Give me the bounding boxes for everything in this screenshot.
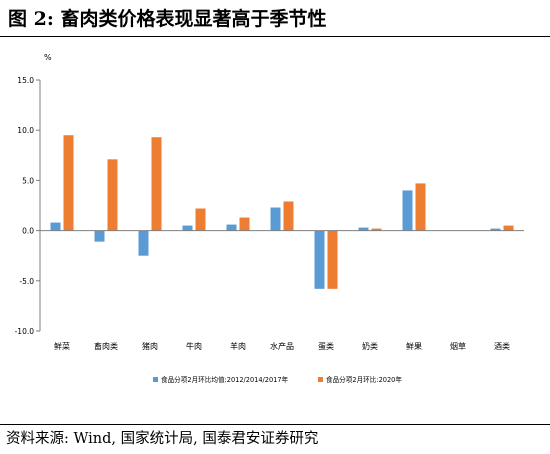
source-divider	[0, 424, 550, 425]
bar-series-b	[107, 159, 118, 231]
y-axis-unit-label: %	[44, 53, 52, 62]
x-category-label: 猪肉	[142, 341, 158, 351]
bar-chart: % 15.0 10.0 5.0 0.0 -5.0 -10.0 鲜菜 畜肉类 猪肉 牛肉 羊肉 水产品…	[15, 53, 524, 384]
x-category-label: 畜肉类	[94, 341, 118, 351]
x-category-label: 羊肉	[230, 341, 246, 351]
bar-series-a	[270, 207, 281, 231]
x-category-label: 酒类	[494, 341, 510, 351]
bar-series-a	[50, 222, 61, 231]
y-tick-label: 5.0	[22, 176, 34, 185]
source-note: 资料来源: Wind, 国家统计局, 国泰君安证券研究	[6, 431, 319, 447]
legend-swatch-series-b	[318, 377, 323, 382]
x-category-label: 烟草	[450, 341, 466, 351]
legend-label-series-a: 食品分项2月环比均值:2012/2014/2017年	[161, 375, 289, 384]
x-category-label: 鲜菜	[54, 341, 70, 351]
y-tick-label: 15.0	[17, 76, 34, 85]
x-axis-category-labels: 鲜菜 畜肉类 猪肉 牛肉 羊肉 水产品 蛋类 奶类 鲜果 烟草 酒类	[54, 341, 510, 351]
x-category-label: 蛋类	[318, 341, 334, 351]
x-category-label: 水产品	[270, 341, 294, 351]
legend: 食品分项2月环比均值:2012/2014/2017年 食品分项2月环比:2020年	[153, 375, 402, 384]
y-tick-label: -10.0	[15, 327, 35, 336]
bar-series-a	[138, 230, 149, 256]
x-category-label: 奶类	[362, 341, 378, 351]
bar-series-b	[327, 230, 338, 289]
bar-series-b	[415, 183, 426, 231]
y-tick-label: 0.0	[22, 227, 34, 236]
bar-series-a	[226, 224, 237, 231]
title-divider	[0, 36, 550, 37]
figure-title: 图 2: 畜肉类价格表现显著高于季节性	[8, 8, 327, 30]
bar-series-b	[239, 217, 250, 231]
y-tick-label: 10.0	[17, 126, 34, 135]
bar-series-b	[503, 225, 514, 231]
x-category-label: 鲜果	[406, 341, 422, 351]
bar-series-a	[490, 228, 501, 231]
axes	[39, 80, 524, 331]
y-tick-label: -5.0	[19, 277, 34, 286]
bar-series-a	[182, 225, 193, 231]
y-axis-ticks: 15.0 10.0 5.0 0.0 -5.0 -10.0	[15, 76, 40, 336]
x-category-label: 牛肉	[186, 341, 202, 351]
bar-series-b	[195, 208, 206, 231]
bar-marks	[50, 135, 514, 289]
bar-series-a	[358, 227, 369, 231]
legend-label-series-b: 食品分项2月环比:2020年	[326, 375, 402, 384]
bar-series-b	[63, 135, 74, 231]
bar-series-b	[283, 201, 294, 231]
bar-series-a	[314, 230, 325, 289]
bar-series-b	[371, 228, 382, 231]
bar-series-a	[402, 190, 413, 231]
legend-swatch-series-a	[153, 377, 158, 382]
bar-series-a	[94, 230, 105, 242]
bar-series-b	[151, 137, 162, 231]
